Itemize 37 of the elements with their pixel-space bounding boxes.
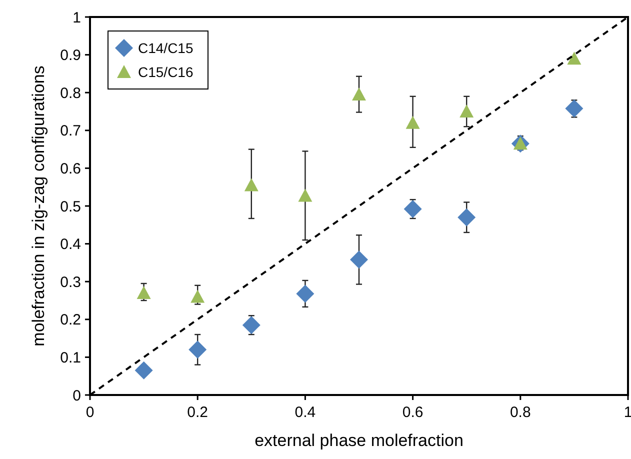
y-tick-label: 0.8 bbox=[60, 84, 81, 102]
point bbox=[350, 250, 368, 269]
point bbox=[352, 87, 366, 100]
y-tick-label: 0 bbox=[72, 387, 81, 404]
x-tick-label: 0.4 bbox=[294, 404, 316, 421]
x-tick-label: 0 bbox=[86, 404, 94, 421]
point bbox=[567, 52, 582, 65]
legend-label: C15/C16 bbox=[138, 64, 194, 80]
point bbox=[188, 340, 207, 359]
x-tick-label: 0.6 bbox=[402, 404, 424, 421]
y-tick-label: 1 bbox=[72, 9, 81, 26]
y-tick-label: 0.3 bbox=[60, 274, 81, 291]
y-axis-title: molefraction in zig-zag configurations bbox=[29, 66, 48, 346]
x-tick-label: 0.2 bbox=[187, 404, 208, 421]
y-tick-label: 0.4 bbox=[60, 236, 81, 254]
point bbox=[136, 286, 151, 299]
point bbox=[565, 99, 584, 118]
x-axis-title: external phase molefraction bbox=[254, 431, 464, 450]
point bbox=[242, 316, 260, 334]
point bbox=[406, 116, 420, 129]
point bbox=[296, 284, 314, 303]
y-tick-label: 0.2 bbox=[60, 312, 81, 329]
legend-label: C14/C15 bbox=[138, 40, 194, 56]
point bbox=[190, 290, 205, 303]
point bbox=[134, 361, 153, 380]
point bbox=[458, 208, 476, 226]
point bbox=[460, 104, 474, 118]
y-tick-label: 0.1 bbox=[60, 349, 81, 366]
point bbox=[404, 200, 422, 218]
y-tick-label: 0.9 bbox=[60, 47, 81, 64]
y-tick-label: 0.7 bbox=[60, 122, 81, 140]
x-tick-label: 1 bbox=[624, 404, 631, 421]
y-tick-label: 0.5 bbox=[60, 198, 81, 216]
point bbox=[244, 178, 258, 192]
y-tick-label: 0.6 bbox=[60, 160, 81, 178]
x-tick-label: 0.8 bbox=[510, 404, 531, 421]
point bbox=[298, 188, 312, 202]
